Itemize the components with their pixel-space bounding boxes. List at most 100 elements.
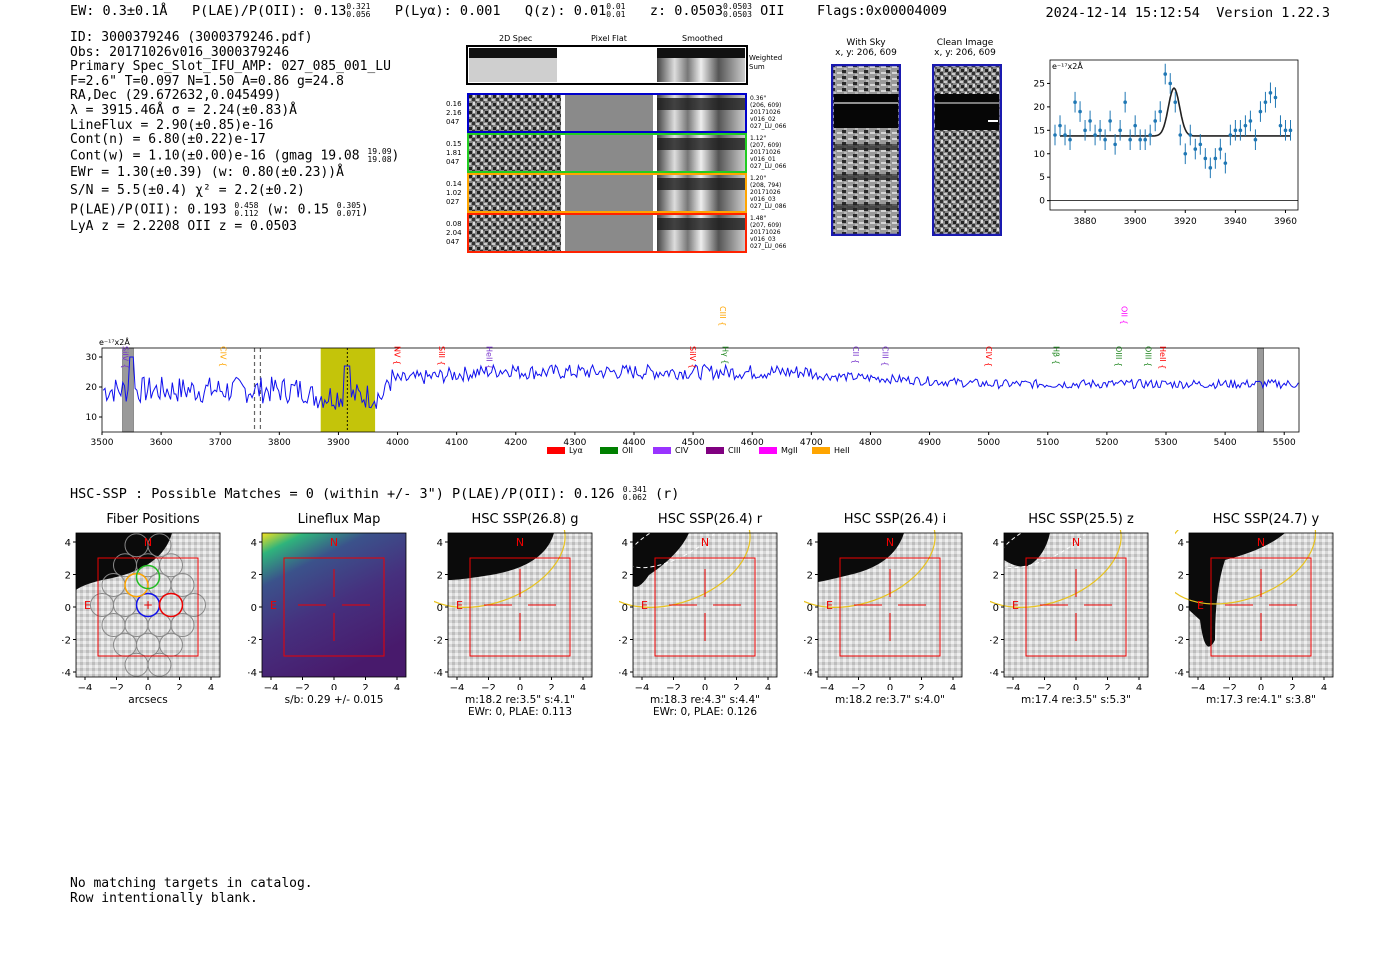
data-point xyxy=(1078,109,1082,114)
hsc-panel: Fiber Positions xyxy=(62,512,232,527)
y-tick-label: 25 xyxy=(1034,79,1045,89)
x-tick-label: 0 xyxy=(1258,683,1264,690)
data-point xyxy=(1188,133,1193,137)
data-point xyxy=(1208,166,1213,170)
x-tick-label: 2 xyxy=(176,683,182,690)
y-tick-label: −4 xyxy=(434,668,443,679)
aperture-ellipse-dashed xyxy=(997,530,1091,569)
y-tick-label: 0 xyxy=(807,603,813,614)
hsc-panel-image: + N E 4 2 0 −2 −4 −4 −2 0 2 4 xyxy=(62,532,221,690)
y-tick-label: 2 xyxy=(437,571,443,582)
data-point xyxy=(1178,133,1183,137)
data-point xyxy=(1108,119,1112,123)
cutout-pixelflat xyxy=(565,95,653,131)
z-hi: 0.0503 xyxy=(723,2,752,11)
clean-image-title: Clean Image x, y: 206, 609 xyxy=(928,38,1002,58)
x-tick-label: 4 xyxy=(394,683,400,690)
data-point xyxy=(1278,123,1283,128)
east-label: E xyxy=(456,599,463,612)
x-tick-label: 4 xyxy=(950,683,956,690)
x-tick-label: 2 xyxy=(918,683,924,690)
search-box xyxy=(1025,557,1127,657)
plae-w-hi: 0.305 xyxy=(336,200,361,210)
hsc-caption-line-1: m:18.3 re:4.3" s:4.4" xyxy=(650,694,760,706)
cutout-row-border xyxy=(467,133,747,173)
data-point xyxy=(1058,123,1062,128)
fit-ylabel: e⁻¹⁷x2Å xyxy=(1052,60,1083,71)
legend-label: MgII xyxy=(781,446,798,455)
fit-curve xyxy=(1060,87,1291,137)
y-tick-label: 10 xyxy=(86,413,98,423)
cutout-right-value: 1.20" xyxy=(750,175,767,182)
hsc-plae-hi: 0.341 xyxy=(622,485,647,494)
line-label: OII { xyxy=(1120,306,1129,325)
line-label: SiII { xyxy=(437,346,446,366)
data-point xyxy=(1098,128,1102,133)
line-label: OIII { xyxy=(1114,346,1123,367)
info-line: LyA z = 2.2208 OII z = 0.0503 xyxy=(70,218,297,234)
hsc-panel-image: N E 4 2 0 −2 −4 −4 −2 0 2 4 xyxy=(990,530,1149,690)
data-point xyxy=(1063,133,1067,137)
legend-label: CIII xyxy=(728,446,741,455)
col-title-2dspec: 2D Spec xyxy=(499,34,533,43)
data-point xyxy=(1113,142,1117,147)
col-title-smoothed: Smoothed xyxy=(682,34,723,43)
x-tick-label: 0 xyxy=(517,683,523,690)
east-label: E xyxy=(270,599,277,612)
x-tick-label: 5300 xyxy=(1155,438,1178,448)
timestamp-version: 2024-12-14 15:12:54 Version 1.22.3 xyxy=(1046,5,1331,21)
y-tick-label: 15 xyxy=(1034,126,1045,136)
hsc-panel-caption: m:17.4 re:3.5" s:5.3" xyxy=(1004,694,1148,706)
fiber-circle xyxy=(159,553,183,578)
hsc-panel-caption: arcsecs xyxy=(76,694,220,706)
x-tick-label: −2 xyxy=(1037,683,1052,690)
data-point xyxy=(1168,81,1173,86)
spectrum-ylabel: e⁻¹⁷x2Å xyxy=(99,336,130,347)
cutout-right-value: v016_02 xyxy=(750,116,776,123)
x-tick-label: 4 xyxy=(1136,683,1142,690)
data-point xyxy=(1193,147,1198,151)
cutout-right-value: 0.36" xyxy=(750,95,767,102)
line-label: CIV { xyxy=(218,346,227,367)
z-line: OII xyxy=(760,3,785,19)
north-label: N xyxy=(886,536,894,549)
contw: Cont(w) = 1.10(±0.00)e-16 (gmag 19.08 xyxy=(70,148,360,164)
x-tick-label: 4 xyxy=(208,683,214,690)
y-tick-label: 0 xyxy=(993,603,999,614)
data-point xyxy=(1068,137,1072,142)
line-label: CII { xyxy=(851,346,860,364)
cutout-right-value: 027_LU_066 xyxy=(750,243,787,250)
cutout-left-value: 0.08 xyxy=(446,220,462,228)
cutout-left-value: 1.02 xyxy=(446,189,462,197)
y-tick-label: 4 xyxy=(437,538,443,549)
hsc-panel: HSC SSP(26.8) g xyxy=(434,512,604,527)
plae: P(LAE)/P(OII): 0.193 xyxy=(70,202,227,218)
legend-swatch xyxy=(547,447,565,454)
hsc-panel-title: HSC SSP(24.7) y xyxy=(1212,512,1320,527)
z-lo: 0.0503 xyxy=(723,10,752,19)
x-tick-label: −4 xyxy=(635,683,650,690)
x-tick-label: 0 xyxy=(145,683,151,690)
y-tick-label: 0 xyxy=(622,603,628,614)
data-point xyxy=(1213,156,1218,161)
data-point xyxy=(1143,137,1147,142)
data-point xyxy=(1133,123,1137,128)
data-point xyxy=(1128,137,1132,142)
ew-value: EW: 0.3±0.1Å xyxy=(70,3,168,19)
cutout-2dspec xyxy=(469,215,561,251)
info-line: RA,Dec (29.672632,0.045499) xyxy=(70,88,282,104)
x-tick-label: −4 xyxy=(264,683,279,690)
hsc-panel: HSC SSP(24.7) y xyxy=(1175,512,1345,527)
clean-image-xy: x, y: 206, 609 xyxy=(934,48,996,58)
y-tick-label: 2 xyxy=(807,571,813,582)
aperture-ellipse xyxy=(804,530,936,608)
cutout-right-value: v016_03 xyxy=(750,236,776,243)
x-tick-label: −4 xyxy=(820,683,835,690)
y-tick-label: −4 xyxy=(1175,668,1184,679)
search-box xyxy=(97,557,199,657)
with-sky-image xyxy=(831,64,901,236)
data-point xyxy=(1123,100,1127,104)
hsc-panel-image: N E 4 2 0 −2 −4 −4 −2 0 2 4 xyxy=(248,532,407,690)
cutout-left-value: 0.16 xyxy=(446,100,462,108)
search-box xyxy=(654,557,756,657)
